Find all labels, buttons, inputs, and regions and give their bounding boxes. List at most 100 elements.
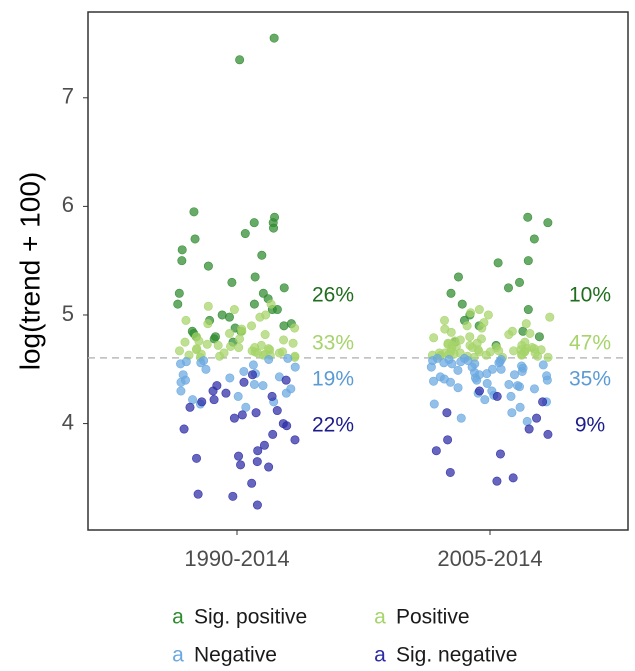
data-point [240,229,250,239]
data-point [249,299,259,309]
data-point [258,381,268,391]
data-point [472,338,482,348]
plot-frame [87,11,629,531]
data-point [482,369,492,379]
data-point [474,305,484,315]
data-point [543,429,553,439]
data-point [189,207,199,217]
data-point [176,386,186,396]
data-point [269,223,279,233]
data-point [176,359,186,369]
data-point [290,435,300,445]
data-point [456,413,466,423]
data-point [494,346,504,356]
data-point [504,379,514,389]
share-label: 35% [569,368,611,391]
data-point [480,395,490,405]
x-tick-label: 2005-2014 [437,546,542,571]
data-point [202,339,212,349]
data-point [525,328,535,338]
data-point [288,338,298,348]
data-point [504,330,514,340]
data-point [521,319,531,329]
data-point [532,413,542,423]
legend-label: Negative [194,644,277,667]
data-point [197,397,207,407]
data-point [529,234,539,244]
data-point [174,346,184,356]
data-point [472,375,482,385]
data-point [234,451,244,461]
data-point [224,312,234,322]
data-point [495,449,505,459]
data-point [507,408,517,418]
data-point [203,301,213,311]
data-point [194,336,204,346]
data-point [492,391,502,401]
data-point [193,489,203,499]
data-point [509,370,519,380]
data-point [234,343,244,353]
data-point [247,321,257,331]
data-point [483,310,493,320]
data-point [237,324,247,334]
data-point [226,341,236,351]
data-point [249,218,259,228]
data-point [267,391,277,401]
data-point [281,375,291,385]
data-point [515,402,525,412]
data-point [429,333,439,343]
data-point [209,334,219,344]
data-point [229,305,239,315]
data-point [181,315,191,325]
data-point [453,383,463,393]
data-point [446,288,456,298]
data-point [253,446,263,456]
share-label: 26% [312,284,354,307]
data-point [443,435,453,445]
legend-key: a [374,606,386,629]
data-point [492,476,502,486]
y-tick-label: 7 [62,84,74,109]
data-point [477,323,487,333]
data-point [272,406,282,416]
share-label: 33% [312,332,354,355]
data-point [522,416,532,426]
data-point [239,377,249,387]
data-point [509,346,519,356]
data-point [439,358,449,368]
data-point [247,370,257,380]
data-point [466,308,476,318]
legend-key: a [172,606,184,629]
share-label: 10% [569,284,611,307]
data-point [515,277,525,287]
data-point [201,364,211,374]
data-point [529,384,539,394]
data-point [174,288,184,298]
data-point [530,348,540,358]
data-point [257,250,267,260]
data-point [465,332,475,342]
legend-key: a [374,644,386,667]
data-point [538,360,548,370]
data-point [429,376,439,386]
data-point [445,467,455,477]
data-point [268,429,278,439]
data-point [249,379,259,389]
data-point [456,357,466,367]
y-tick-label: 4 [62,409,74,434]
data-point [482,378,492,388]
data-point [203,319,213,329]
data-point [250,272,260,282]
data-point [190,234,200,244]
data-point [236,460,246,470]
data-point [457,299,467,309]
data-point [208,386,218,396]
data-point [426,362,436,372]
data-point [282,421,292,431]
data-point [248,360,258,370]
data-point [188,395,198,405]
data-point [192,344,202,354]
data-point [180,337,190,347]
x-tick-label: 1990-2014 [184,546,289,571]
